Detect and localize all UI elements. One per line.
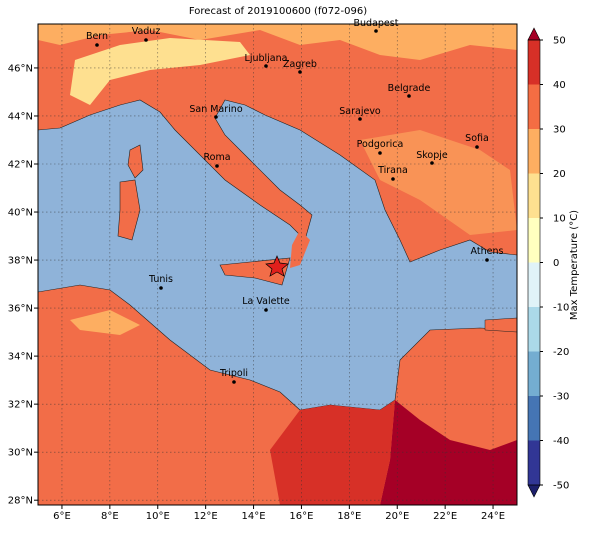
- lat-tick-label: 44°N: [8, 111, 33, 122]
- land-region: [290, 230, 310, 268]
- colorbar-tick-label: -40: [553, 436, 569, 447]
- forecast-star: [265, 255, 289, 277]
- island: [127, 144, 144, 179]
- colorbar-band: [528, 262, 540, 307]
- colorbar-band: [528, 173, 540, 218]
- lon-tick-label: 18°E: [337, 511, 361, 522]
- city-label: Sofia: [465, 133, 489, 144]
- city-label: Podgorica: [357, 139, 404, 150]
- city-label: Sarajevo: [339, 106, 381, 117]
- city-label: Roma: [203, 152, 230, 163]
- lat-tick-label: 42°N: [8, 160, 33, 171]
- colorbar-tick-label: -20: [553, 347, 569, 358]
- city-dot: [215, 164, 219, 168]
- city-label: Skopje: [416, 150, 448, 161]
- lon-tick-label: 6°E: [53, 511, 71, 522]
- lon-tick-label: 8°E: [101, 511, 119, 522]
- lon-tick-label: 16°E: [289, 511, 313, 522]
- city-label: Belgrade: [388, 83, 431, 94]
- colorbar-extend-high: [527, 27, 541, 41]
- city-dot: [214, 115, 218, 119]
- city-dot: [144, 38, 148, 42]
- city-dot: [264, 308, 268, 312]
- colorbar-tick-label: 30: [553, 125, 566, 136]
- city-label: Athens: [471, 246, 504, 257]
- land-region: [270, 400, 395, 505]
- colorbar-band: [528, 396, 540, 441]
- lon-tick-label: 10°E: [146, 511, 170, 522]
- city-dot: [485, 258, 489, 262]
- colorbar: -50 -40 -30 -20 -10 0 10 20 30 40 50: [527, 27, 569, 498]
- lat-tick-label: 46°N: [8, 63, 33, 74]
- land-region: [70, 38, 250, 105]
- lat-tick-label: 28°N: [8, 496, 33, 507]
- city-dot: [475, 145, 479, 149]
- colorbar-band: [528, 40, 540, 85]
- city-dot: [374, 29, 378, 33]
- colorbar-tick-label: 40: [553, 80, 566, 91]
- colorbar-extend-low: [527, 484, 541, 498]
- city-dot: [159, 286, 163, 290]
- colorbar-band: [528, 351, 540, 396]
- lat-tick-label: 40°N: [8, 208, 33, 219]
- lat-tick-label: 34°N: [8, 352, 33, 363]
- lat-tick-label: 30°N: [8, 448, 33, 459]
- lon-tick-label: 22°E: [433, 511, 457, 522]
- city-dot: [430, 161, 434, 165]
- city-label: Budapest: [354, 18, 399, 29]
- lon-tick-label: 24°E: [481, 511, 505, 522]
- city-dot: [264, 64, 268, 68]
- city-label: Tirana: [377, 165, 408, 176]
- title: Forecast of 2019100600 (f072-096): [189, 6, 367, 17]
- colorbar-band: [528, 218, 540, 263]
- city-label: San Marino: [189, 104, 242, 115]
- city-label: La Valette: [242, 296, 290, 307]
- colorbar-tick-label: -30: [553, 392, 569, 403]
- city-dot: [95, 43, 99, 47]
- lon-tick-label: 12°E: [194, 511, 218, 522]
- city-dot: [407, 94, 411, 98]
- colorbar-tick-label: 10: [553, 214, 566, 225]
- colorbar-band: [528, 84, 540, 129]
- city-label: Zagreb: [283, 59, 317, 70]
- map-frame: [37, 23, 518, 506]
- city-label: Tunis: [148, 274, 173, 285]
- colorbar-tick-label: 0: [553, 258, 559, 269]
- city-markers: [265, 255, 289, 277]
- city-label: Ljubljana: [245, 53, 288, 64]
- lon-tick-label: 14°E: [242, 511, 266, 522]
- island: [484, 317, 517, 333]
- city-dot: [232, 380, 236, 384]
- city-dot: [391, 177, 395, 181]
- colorbar-band: [528, 129, 540, 174]
- city-dot: [298, 70, 302, 74]
- city-labels: Bern Vaduz Budapest Ljubljana Zagreb Bel…: [86, 18, 504, 384]
- island: [117, 179, 141, 241]
- city-label: Tripoli: [219, 368, 248, 379]
- lon-tick-label: 20°E: [385, 511, 409, 522]
- colorbar-tick-label: 20: [553, 169, 566, 180]
- colorbar-band: [528, 307, 540, 352]
- lat-tick-label: 32°N: [8, 400, 33, 411]
- city-dot: [358, 117, 362, 121]
- colorbar-band: [528, 440, 540, 485]
- lat-tick-label: 38°N: [8, 256, 33, 267]
- city-dot: [378, 151, 382, 155]
- graticule: 6°E 8°E 10°E 12°E 14°E 16°E 18°E 20°E 22°E 24°E 28…: [8, 24, 517, 522]
- colorbar-tick-label: -50: [553, 481, 569, 492]
- city-label: Vaduz: [132, 26, 161, 37]
- colorbar-label: Max Temperature (°C): [569, 210, 580, 320]
- colorbar-tick-label: -10: [553, 303, 569, 314]
- colorbar-tick-label: 50: [553, 36, 566, 47]
- city-label: Bern: [86, 31, 108, 42]
- lat-tick-label: 36°N: [8, 304, 33, 315]
- land-region: [380, 400, 517, 505]
- land-region: [70, 310, 140, 335]
- land-region: [360, 130, 517, 235]
